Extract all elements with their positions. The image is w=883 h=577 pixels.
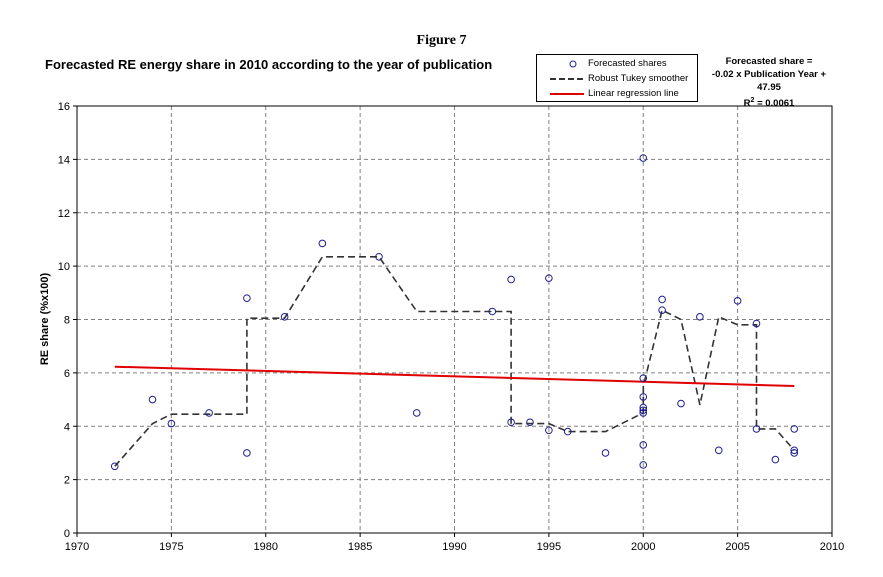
data-point — [639, 374, 648, 383]
equation-line-2: -0.02 x Publication Year + 47.95 — [711, 69, 827, 93]
y-tick-label: 0 — [64, 528, 70, 540]
data-point — [563, 427, 572, 436]
x-tick-label: 2010 — [820, 541, 844, 553]
x-tick-label: 2000 — [631, 541, 655, 553]
y-tick-label: 4 — [64, 421, 70, 433]
data-point — [545, 274, 553, 282]
data-point — [639, 406, 648, 415]
x-tick-label: 1970 — [65, 541, 89, 553]
data-point — [714, 446, 723, 455]
data-point — [771, 455, 780, 464]
equation-line-1: Forecasted share = — [725, 56, 813, 67]
data-point — [790, 446, 799, 455]
data-point — [167, 419, 176, 428]
r-squared-value: = 0.0061 — [754, 98, 795, 110]
dashed-line-icon — [550, 78, 584, 80]
regression-line — [114, 365, 795, 387]
data-point — [526, 418, 534, 427]
r-squared-symbol: R — [743, 98, 751, 110]
chart-title: Forecasted RE energy share in 2010 accor… — [45, 57, 493, 72]
legend-item-forecasted-shares: Forecasted shares — [537, 57, 697, 71]
grid — [77, 106, 832, 533]
y-tick-label: 10 — [58, 261, 70, 273]
y-tick-label: 12 — [58, 208, 70, 220]
y-tick-label: 8 — [64, 315, 70, 327]
x-tick-label: 1980 — [254, 541, 278, 553]
data-point — [639, 403, 648, 412]
data-point — [375, 252, 383, 261]
data-point — [601, 449, 610, 457]
y-tick-label: 6 — [64, 368, 70, 380]
y-tick-label: 14 — [58, 154, 70, 166]
data-point — [507, 275, 515, 284]
series — [110, 154, 799, 471]
data-point — [658, 295, 666, 304]
chart-legend: Forecasted shares Robust Tukey smoother … — [536, 54, 698, 102]
data-point — [658, 306, 666, 314]
data-point — [110, 462, 119, 471]
axis-ticks: 1970 1975 1980 1985 1990 1995 2000 2005 2010 0 2 4 6… — [58, 101, 844, 553]
data-point — [205, 409, 213, 417]
legend-label: Robust Tukey smoother — [588, 73, 689, 84]
data-point — [318, 239, 327, 248]
data-point — [639, 441, 648, 449]
data-point — [280, 313, 289, 321]
x-tick-label: 1985 — [348, 541, 372, 553]
y-tick-label: 2 — [64, 475, 70, 487]
equation-line-3: R2 = 0.0061 — [705, 94, 833, 110]
data-point — [639, 393, 648, 401]
data-point — [696, 313, 704, 321]
legend-item-regression-line: Linear regression line — [537, 87, 697, 101]
y-tick-label: 16 — [58, 101, 70, 113]
circle-marker-icon — [569, 60, 577, 68]
data-point — [677, 399, 685, 408]
data-point — [545, 426, 553, 435]
x-tick-label: 1975 — [159, 541, 183, 553]
data-point — [243, 449, 251, 457]
figure-label: Figure 7 — [416, 33, 467, 48]
data-point — [148, 395, 157, 404]
data-point — [243, 294, 251, 302]
legend-label: Forecasted shares — [588, 58, 667, 69]
data-point — [639, 409, 648, 417]
x-tick-label: 2005 — [725, 541, 749, 553]
data-point — [412, 409, 421, 417]
data-point — [790, 449, 799, 457]
r-squared-exponent: 2 — [750, 97, 755, 104]
data-point — [790, 425, 799, 433]
x-tick-label: 1995 — [537, 541, 561, 553]
legend-item-tukey-smoother: Robust Tukey smoother — [537, 72, 697, 86]
legend-label: Linear regression line — [588, 88, 679, 99]
solid-line-icon — [550, 93, 584, 95]
data-point — [752, 319, 761, 328]
data-point — [639, 461, 648, 469]
data-point — [733, 297, 742, 305]
data-point — [488, 307, 497, 316]
data-point — [752, 425, 761, 433]
y-axis-label: RE share (%x100) — [39, 273, 51, 366]
data-point — [507, 418, 515, 427]
regression-equation: Forecasted share = -0.02 x Publication Y… — [705, 55, 833, 110]
data-point — [639, 154, 648, 162]
x-tick-label: 1990 — [442, 541, 466, 553]
